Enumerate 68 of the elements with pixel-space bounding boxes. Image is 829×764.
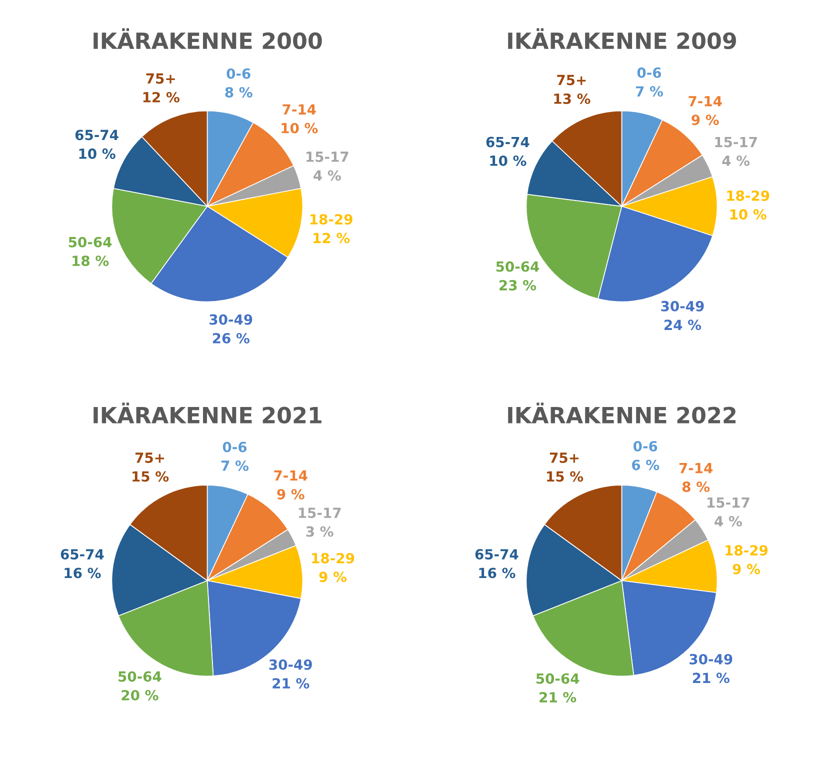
data-label: 18 % (72, 256, 109, 266)
chart-title: IKÄRAKENNE 2022 (508, 402, 736, 424)
data-label: 8 % (225, 87, 252, 98)
data-label: 15 % (547, 471, 584, 482)
slice-label: 50-64 (496, 261, 540, 272)
chart-title: IKÄRAKENNE 2009 (508, 28, 736, 50)
slice-label: 18-29 (727, 190, 770, 201)
slice-label: 75+ (557, 74, 586, 86)
slice-label: 65-74 (75, 130, 118, 140)
data-label: 6 % (632, 460, 660, 470)
data-label: 20 % (122, 690, 158, 700)
slice-label: 15-17 (715, 136, 757, 148)
slice-label: 65-74 (475, 549, 518, 560)
data-label: 9 % (319, 572, 347, 582)
data-label: 10 % (490, 155, 526, 166)
data-label: 21 % (540, 692, 576, 703)
slice-label: 7-14 (274, 470, 308, 481)
data-label: 12 % (314, 232, 350, 244)
slice-label: 7-14 (688, 96, 722, 106)
data-label: 23 % (500, 280, 536, 291)
slice-label: 15-17 (298, 508, 341, 518)
slice-label: 18-29 (312, 552, 354, 564)
slice-label: 65-74 (60, 549, 104, 560)
slice-label: 7-14 (679, 463, 713, 474)
data-label: 4 % (314, 170, 341, 181)
data-label: 26 % (212, 332, 250, 344)
data-label: 4 % (714, 516, 742, 526)
data-label: 16 % (479, 568, 516, 578)
slice-label: 18-29 (726, 545, 768, 556)
data-label: 13 % (554, 93, 590, 104)
data-label: 15 % (132, 471, 169, 482)
slice-label: 18-29 (310, 214, 352, 225)
data-label: 4 % (722, 155, 750, 166)
data-label: 24 % (664, 320, 702, 330)
data-label: 10 % (79, 148, 116, 159)
data-label: 10 % (282, 122, 318, 134)
chart-title: IKÄRAKENNE 2021 (94, 402, 322, 424)
chart-title: IKÄRAKENNE 2000 (94, 28, 322, 50)
data-label: 3 % (306, 526, 334, 537)
data-label: 12 % (143, 92, 180, 102)
data-label: 21 % (272, 678, 310, 689)
data-label: 7 % (221, 460, 249, 472)
data-label: 10 % (730, 209, 766, 220)
slice-label: 0-6 (226, 68, 250, 79)
data-label: 9 % (732, 564, 760, 574)
slice-label: 0-6 (637, 67, 662, 78)
slice-label: 50-64 (68, 236, 112, 248)
slice-label: 0-6 (633, 440, 658, 452)
slice-label: 50-64 (118, 671, 162, 682)
slice-label: 0-6 (222, 442, 247, 452)
slice-label: 75+ (146, 73, 175, 84)
slice-label: 50-64 (536, 673, 580, 684)
slice-label: 30-49 (690, 654, 732, 664)
slice-label: 65-74 (486, 136, 530, 148)
slice-label: 75+ (550, 452, 579, 463)
data-label: 21 % (692, 672, 730, 684)
data-label: 7 % (636, 86, 664, 97)
data-label: 9 % (692, 114, 719, 126)
data-label: 9 % (277, 488, 304, 500)
data-label: 16 % (64, 568, 101, 578)
slice-label: 15-17 (306, 152, 348, 162)
data-label: 8 % (682, 482, 710, 492)
slice-label: 30-49 (210, 314, 252, 325)
slice-label: 7-14 (282, 104, 316, 114)
slice-label: 30-49 (269, 659, 312, 670)
slice-label: 30-49 (661, 300, 704, 312)
slice-label: 75+ (135, 452, 164, 463)
slice-label: 15-17 (708, 497, 750, 508)
